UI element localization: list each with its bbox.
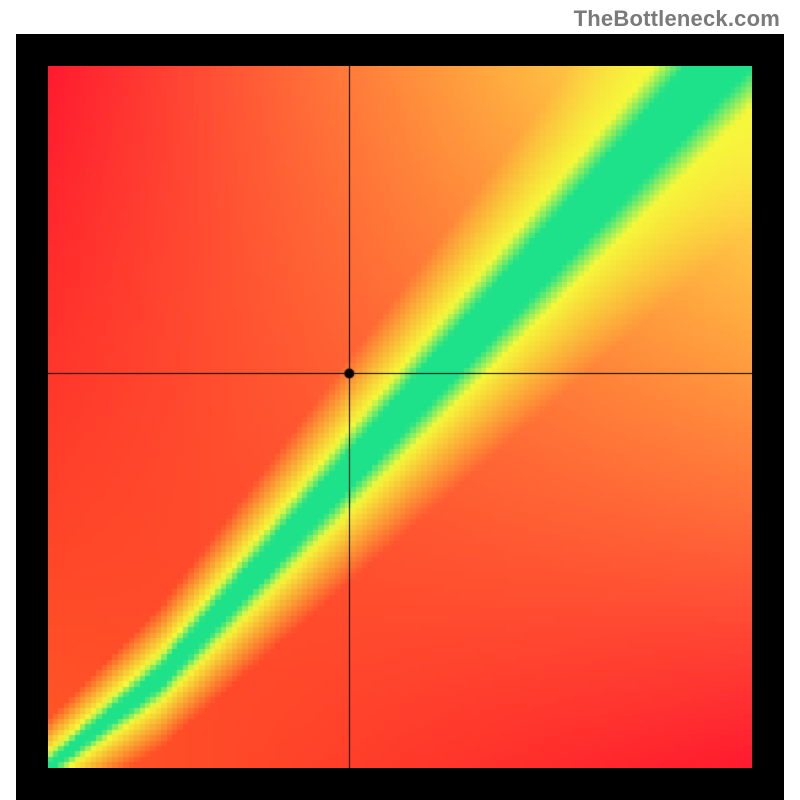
watermark-text: TheBottleneck.com: [574, 6, 780, 32]
heatmap-frame: [16, 34, 784, 800]
heatmap-canvas: [48, 66, 752, 768]
